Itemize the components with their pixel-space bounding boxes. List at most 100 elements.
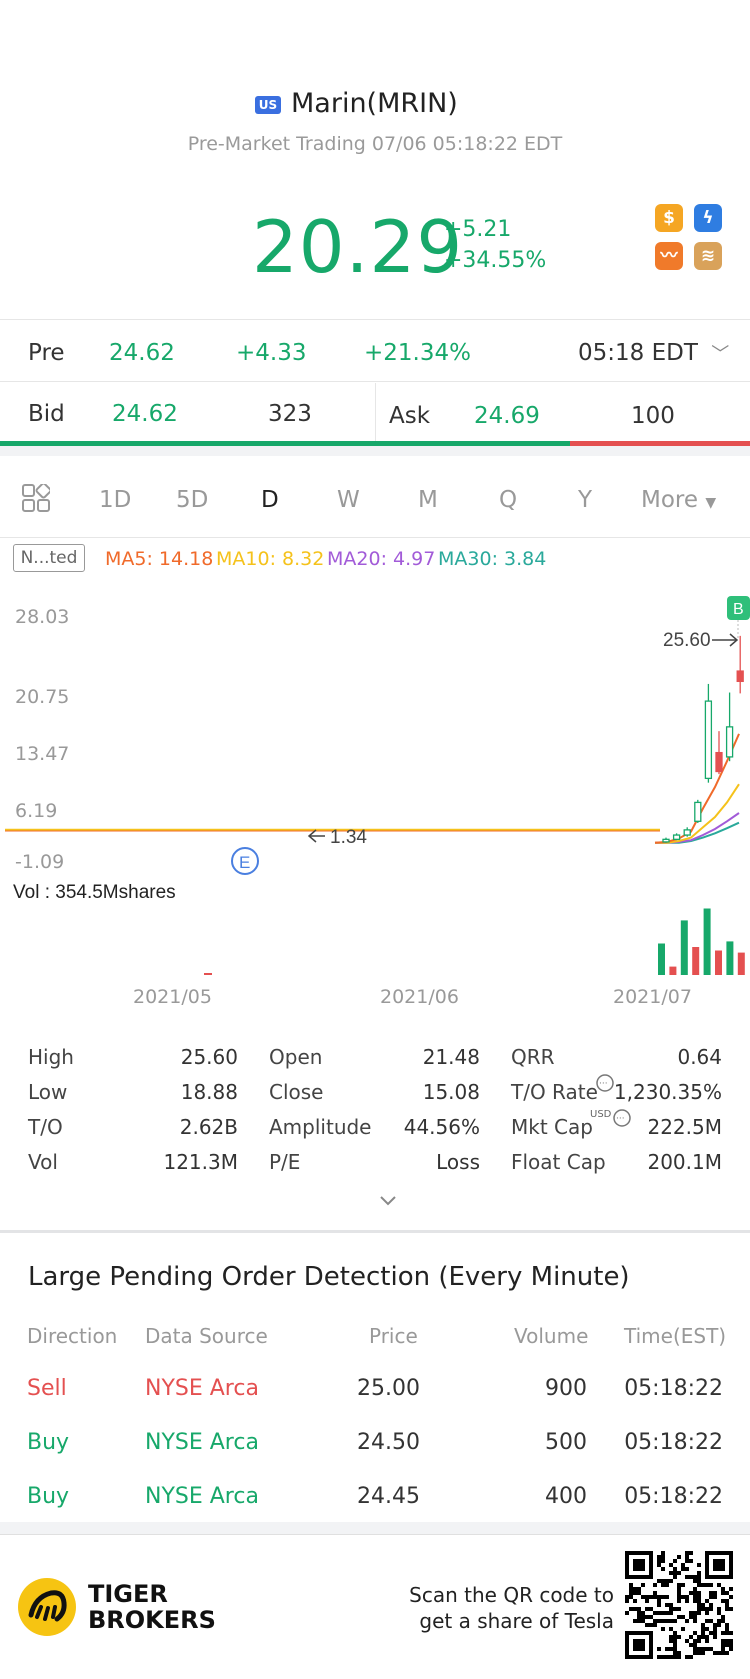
svg-text:···: ···: [599, 1079, 608, 1089]
candlestick-chart[interactable]: 25.60 1.34 E B Vol : 354.5Mshares: [0, 590, 750, 980]
volume-bar: [715, 950, 722, 975]
col-direction: Direction: [27, 1324, 118, 1348]
order-source: NYSE Arca: [145, 1484, 259, 1509]
currency-unit: USD: [590, 1109, 612, 1120]
scan-text: get a share of Tesla: [419, 1609, 614, 1633]
ma20-legend: MA20: 4.97: [327, 548, 436, 570]
ask-label: Ask: [389, 403, 431, 429]
section-spacer: [0, 446, 750, 456]
tab-1d[interactable]: 1D: [99, 487, 132, 513]
candle-body: [736, 670, 744, 683]
earnings-event-icon[interactable]: [231, 847, 259, 875]
order-price: 24.45: [357, 1484, 420, 1509]
stat-label: Mkt Cap: [511, 1115, 593, 1139]
pre-time-dropdown[interactable]: 05:18 EDT ﹀: [578, 340, 729, 366]
stat-value: 15.08: [422, 1080, 480, 1104]
x-tick: 2021/06: [380, 986, 459, 1008]
stat-label: Amplitude: [269, 1115, 372, 1139]
adjust-mode-tag[interactable]: N...ted: [13, 544, 85, 572]
market-session-subtitle: Pre-Market Trading 07/06 05:18:22 EDT: [187, 133, 563, 155]
divider: [0, 381, 750, 382]
y-tick: 20.75: [15, 686, 70, 708]
divider: [0, 1534, 750, 1535]
order-price: 25.00: [357, 1376, 420, 1401]
candle-body: [704, 700, 713, 780]
tab-more-label: More: [641, 487, 699, 513]
tab-week[interactable]: W: [337, 487, 360, 513]
tab-5d[interactable]: 5D: [176, 487, 209, 513]
pre-label: Pre: [28, 340, 65, 366]
qr-code: [625, 1551, 733, 1659]
divider: [0, 319, 750, 320]
volume-bar: [692, 947, 700, 975]
candle-body: [672, 834, 681, 840]
tab-more[interactable]: More ▼: [641, 487, 716, 513]
volume-bar: [680, 920, 688, 975]
layout-grid-icon[interactable]: [22, 482, 52, 516]
bid-size: 323: [268, 401, 312, 427]
tiger-logo: [17, 1577, 77, 1641]
market-badge: US: [255, 96, 281, 114]
bid-ratio-fill: [0, 441, 570, 446]
stat-value: Loss: [436, 1150, 480, 1174]
order-time: 05:18:22: [624, 1430, 723, 1455]
stat-label: Vol: [28, 1150, 58, 1174]
info-icon[interactable]: ···: [612, 1108, 632, 1132]
tab-year[interactable]: Y: [578, 487, 593, 513]
event-marker-label: E: [239, 853, 250, 872]
order-time: 05:18:22: [624, 1376, 723, 1401]
lightning-icon[interactable]: ϟ: [694, 204, 722, 232]
tab-day[interactable]: D: [261, 487, 279, 513]
stat-value: 44.56%: [403, 1115, 480, 1139]
stat-label: P/E: [269, 1150, 301, 1174]
stat-label: Low: [28, 1080, 68, 1104]
stat-label: Open: [269, 1045, 323, 1069]
tab-month[interactable]: M: [418, 487, 438, 513]
pre-change-percent: +21.34%: [364, 340, 471, 366]
y-tick: 13.47: [15, 743, 70, 765]
divider: [0, 1230, 750, 1233]
stat-value: 0.64: [677, 1045, 722, 1069]
candle-body: [725, 726, 734, 758]
order-volume: 400: [545, 1484, 587, 1509]
dollar-icon[interactable]: $: [655, 204, 683, 232]
stack-icon[interactable]: ≋: [694, 242, 722, 270]
expand-chevron-icon[interactable]: [378, 1193, 398, 1212]
price-change-percent: +34.55%: [444, 248, 547, 273]
brand-name: TIGER: [88, 1580, 168, 1608]
scan-text: Scan the QR code to: [409, 1583, 614, 1607]
y-tick: 6.19: [15, 800, 58, 822]
brand-name: BROKERS: [88, 1606, 216, 1634]
ma10-legend: MA10: 8.32: [216, 548, 325, 570]
trend-icon[interactable]: 〰: [655, 242, 683, 270]
candle-body: [715, 751, 723, 773]
col-price: Price: [369, 1324, 418, 1348]
order-direction: Sell: [27, 1376, 67, 1401]
order-price: 24.50: [357, 1430, 420, 1455]
stat-value: 25.60: [180, 1045, 238, 1069]
pre-time: 05:18 EDT: [578, 340, 698, 366]
volume-bar: [669, 966, 677, 975]
info-icon[interactable]: ···: [595, 1073, 615, 1097]
bid-label: Bid: [28, 401, 65, 427]
stat-label: High: [28, 1045, 74, 1069]
order-time: 05:18:22: [624, 1484, 723, 1509]
candle-body: [694, 801, 702, 822]
stat-label: QRR: [511, 1045, 555, 1069]
svg-text:···: ···: [616, 1114, 625, 1124]
volume-bar: [737, 952, 745, 975]
tab-quarter[interactable]: Q: [499, 487, 518, 513]
ma30-legend: MA30: 3.84: [438, 548, 547, 570]
ask-price: 24.69: [474, 403, 540, 429]
price-change: +5.21: [444, 217, 512, 242]
y-tick: -1.09: [15, 851, 65, 873]
section-spacer: [0, 1522, 750, 1534]
buy-signal-icon[interactable]: [727, 596, 750, 620]
arrow-left-icon: [307, 829, 325, 843]
col-time: Time(EST): [624, 1324, 727, 1348]
volume-bar: [658, 943, 665, 975]
page-title: Marin(MRIN): [291, 88, 458, 119]
arrow-right-icon: [712, 633, 739, 647]
chevron-down-icon: ﹀: [711, 344, 730, 365]
high-marker: 25.60: [663, 630, 711, 651]
